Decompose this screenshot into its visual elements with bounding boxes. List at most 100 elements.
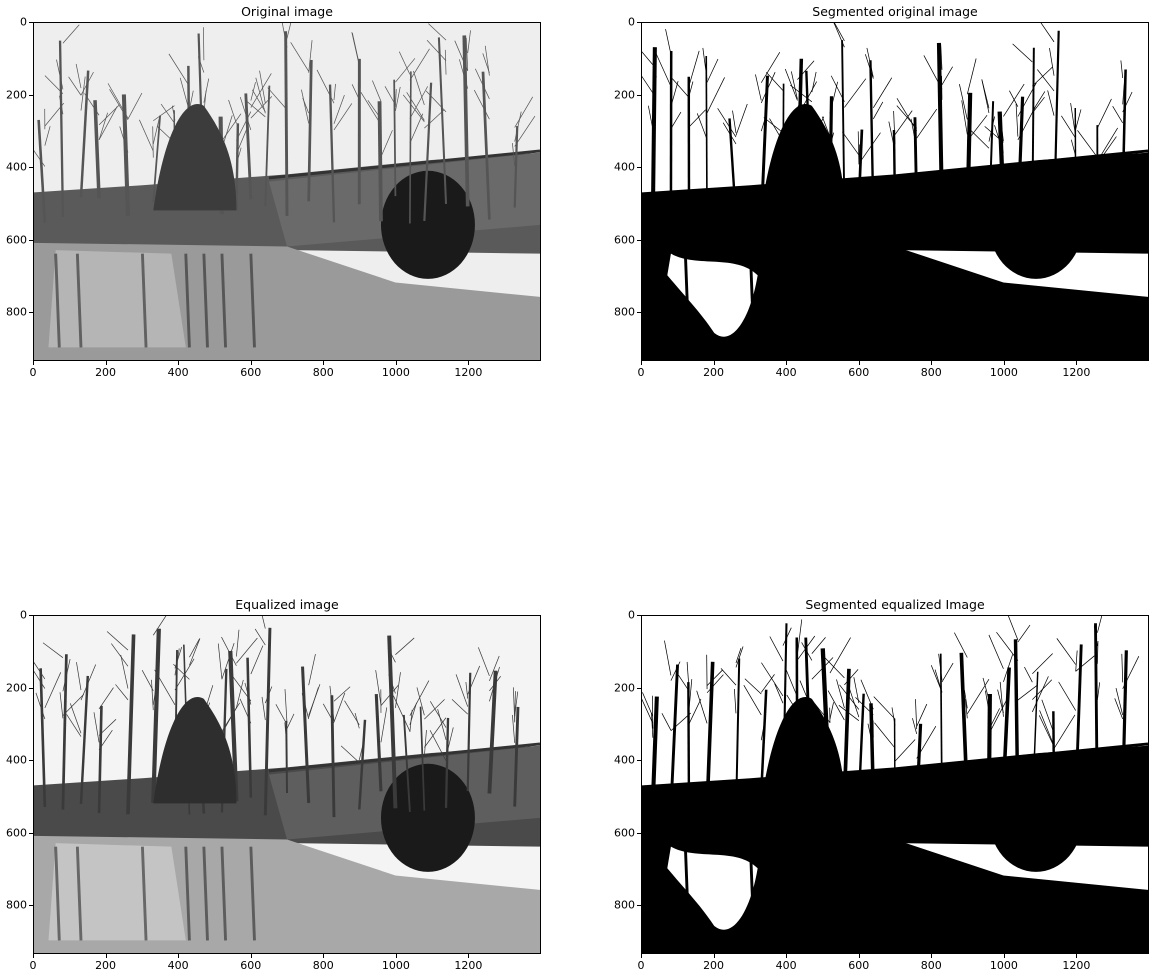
tree-branch: [189, 638, 201, 666]
tree-branch: [665, 28, 672, 55]
trunk-reflections: [54, 253, 256, 348]
tree-branch: [994, 125, 1004, 153]
tree-branch: [68, 76, 82, 96]
tree-branch: [402, 94, 425, 123]
tree-branch: [1077, 130, 1098, 158]
tree-branch: [686, 661, 690, 689]
tree-branch: [190, 712, 205, 736]
tree-branch: [482, 53, 490, 73]
tree-branch: [821, 116, 831, 137]
water-region: [642, 242, 1148, 360]
sky-region: [642, 23, 1148, 360]
tree-trunk: [58, 40, 65, 217]
tree-trunk: [705, 56, 708, 224]
tree-branch: [357, 84, 360, 110]
tree-trunk: [513, 126, 519, 208]
tree-branch: [156, 125, 176, 144]
tree-branch: [290, 42, 309, 72]
tree-branch: [62, 24, 80, 44]
tree-trunk: [246, 657, 253, 798]
tree-branch: [358, 745, 364, 760]
x-tick-label: 800: [312, 959, 334, 972]
tree-branch: [261, 616, 266, 629]
x-tick-mark: [395, 361, 397, 365]
tree-branch: [997, 689, 1004, 714]
tree-branch: [380, 685, 399, 706]
tree-group: [34, 616, 520, 818]
tree-branch: [760, 51, 781, 83]
tree-mass: [153, 697, 237, 804]
tree-trunk: [409, 71, 412, 224]
tree-branch: [873, 77, 893, 109]
tree-trunk: [330, 695, 336, 818]
tree-branch: [829, 81, 838, 114]
tree-branch: [174, 648, 180, 676]
x-tick-mark: [250, 954, 252, 958]
x-tick-mark: [1003, 954, 1005, 958]
guard-rail: [876, 742, 1148, 773]
subplot-title: Segmented equalized Image: [805, 597, 985, 612]
tree-branch: [286, 713, 295, 729]
tree-branch: [76, 662, 82, 691]
x-tick-label: 1000: [989, 959, 1018, 972]
tree-branch: [512, 714, 516, 743]
tree-trunk: [1031, 47, 1035, 220]
tree-branch: [769, 636, 784, 662]
x-tick-label: 200: [95, 959, 117, 972]
tree-branch: [866, 47, 874, 78]
tree-trunk: [423, 82, 433, 221]
trunk-reflection: [828, 253, 836, 348]
y-tick-label: 200: [6, 681, 27, 694]
tree-branch: [203, 78, 210, 103]
tree-trunk: [393, 79, 397, 197]
tree-branch: [833, 23, 845, 48]
tree-branch: [302, 97, 310, 114]
tree-branch: [444, 49, 447, 75]
sky-region: [34, 23, 540, 360]
tree-branch: [938, 653, 943, 681]
y-tick-mark: [637, 760, 641, 762]
trunk-reflection: [792, 846, 799, 941]
tree-branch: [858, 132, 881, 164]
tree-branch: [858, 144, 860, 165]
y-tick-label: 400: [614, 753, 635, 767]
tree-branch: [106, 631, 129, 651]
tree-branch: [174, 137, 179, 153]
trunk-reflection: [828, 846, 836, 941]
tree-branch: [489, 676, 501, 692]
tree-branch: [1120, 60, 1124, 79]
tree-branch: [284, 722, 288, 749]
tree-branch: [171, 105, 176, 121]
water-region: [34, 835, 540, 953]
y-tick-mark: [29, 239, 33, 241]
tree-branch: [98, 719, 117, 736]
trunk-reflection: [202, 253, 209, 348]
tree-trunk: [466, 672, 472, 792]
tree-branch: [250, 645, 264, 675]
tree-branch: [760, 72, 776, 104]
tree-branch: [823, 656, 845, 679]
tree-branch: [1097, 127, 1118, 162]
reflection-patch: [667, 846, 758, 930]
tree-branch: [1037, 69, 1055, 92]
tree-branch: [688, 109, 706, 128]
x-tick-mark: [786, 361, 788, 365]
tree-trunk: [358, 719, 367, 810]
x-tick-label: 800: [920, 366, 942, 379]
x-tick-mark: [1076, 361, 1078, 365]
tree-branch: [642, 51, 654, 65]
tree-branch: [70, 703, 82, 734]
tree-branch: [1053, 714, 1076, 749]
tree-trunk: [187, 65, 191, 198]
tree-branch: [34, 661, 46, 680]
tree-branch: [221, 702, 240, 732]
y-tick-label: 800: [6, 305, 27, 319]
tree-trunk: [913, 117, 919, 206]
y-tick-mark: [29, 760, 33, 762]
y-tick-mark: [637, 94, 641, 96]
tree-branch: [416, 687, 425, 716]
tree-branch: [1112, 106, 1124, 124]
tree-branch: [797, 619, 803, 655]
x-tick-mark: [323, 361, 325, 365]
tree-branch: [340, 745, 360, 763]
